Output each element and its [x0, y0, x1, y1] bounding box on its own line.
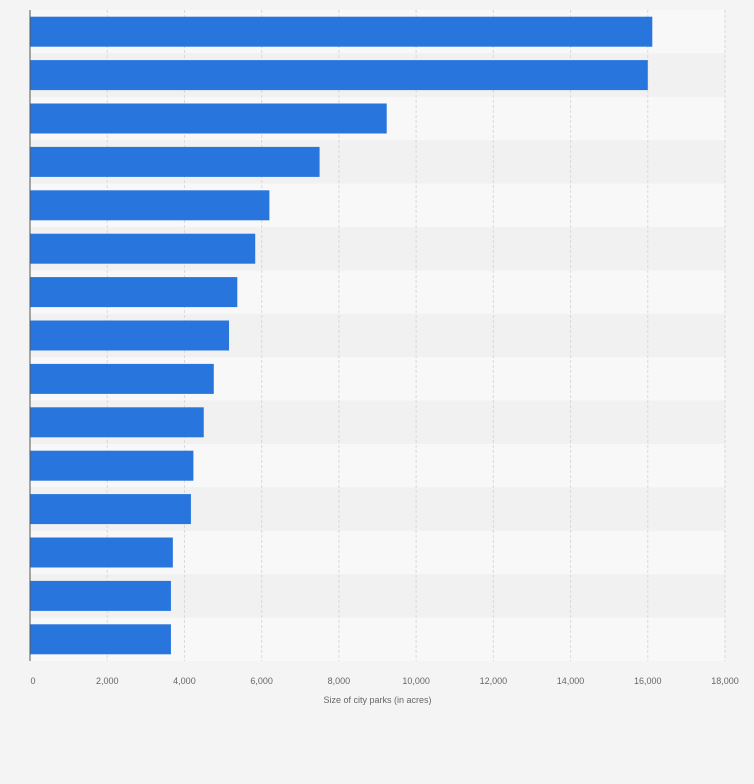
bars [30, 16, 653, 655]
x-tick-label: 12,000 [480, 676, 508, 686]
x-tick-label: 2,000 [96, 676, 119, 686]
bar [30, 146, 320, 177]
bar [30, 60, 648, 91]
x-tick-label: 6,000 [250, 676, 273, 686]
bar [30, 233, 256, 264]
x-axis-label: Size of city parks (in acres) [323, 695, 431, 705]
bar [30, 320, 230, 351]
bar [30, 277, 238, 308]
bar [30, 624, 171, 655]
x-tick-label: 8,000 [328, 676, 351, 686]
x-axis-ticks: 0 2,000 4,000 6,000 8,000 10,000 12,000 14,000 1… [30, 676, 738, 686]
bar [30, 363, 214, 394]
x-tick-label: 0 [30, 676, 35, 686]
x-tick-label: 10,000 [402, 676, 430, 686]
x-tick-label: 4,000 [173, 676, 196, 686]
x-tick-label: 14,000 [557, 676, 585, 686]
bar [30, 190, 270, 221]
bar [30, 580, 171, 611]
x-tick-label: 16,000 [634, 676, 662, 686]
x-tick-label: 18,000 [711, 676, 739, 686]
bar [30, 450, 194, 481]
bar [30, 537, 173, 568]
bar [30, 494, 191, 525]
bar [30, 407, 204, 438]
bar [30, 16, 653, 47]
bar [30, 103, 387, 134]
